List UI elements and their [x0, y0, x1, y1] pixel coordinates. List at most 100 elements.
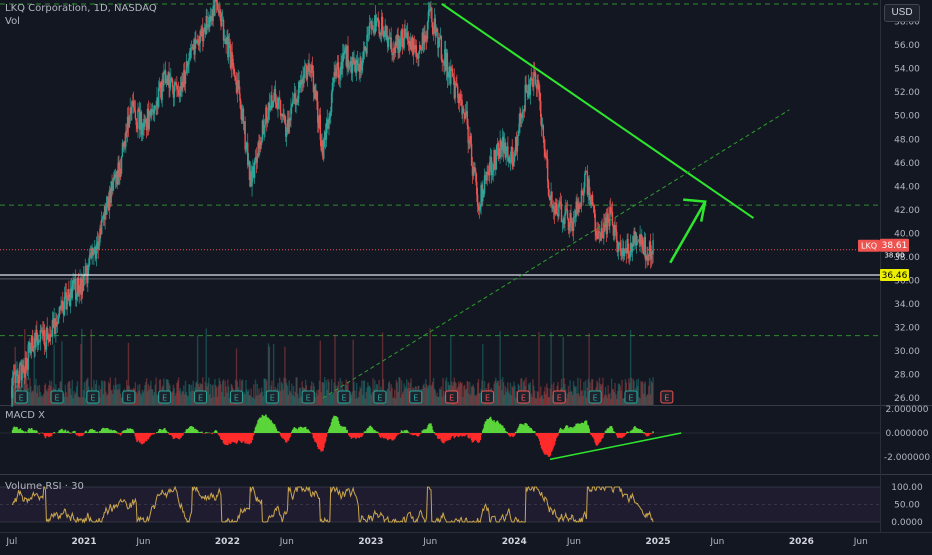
time-tick-label: 2023: [358, 537, 383, 547]
time-tick-label: Jun: [853, 537, 868, 547]
candle-body: [312, 65, 313, 71]
earnings-marker[interactable]: E: [15, 391, 27, 403]
earnings-marker[interactable]: E: [302, 391, 314, 403]
earnings-marker-label: E: [557, 394, 562, 403]
candle-body: [553, 206, 554, 209]
earnings-marker[interactable]: E: [410, 391, 422, 403]
candle-body: [251, 174, 252, 187]
earnings-marker-label: E: [341, 394, 346, 403]
earnings-marker[interactable]: E: [553, 391, 565, 403]
macd-bar: [642, 432, 644, 433]
earnings-marker[interactable]: E: [661, 391, 673, 403]
candle-body: [185, 73, 186, 84]
candle-body: [614, 225, 615, 229]
candle-body: [594, 214, 595, 232]
earnings-marker[interactable]: E: [195, 391, 207, 403]
earnings-marker[interactable]: E: [266, 391, 278, 403]
candle-body: [264, 119, 265, 128]
candle-body: [237, 83, 238, 93]
macd-bar: [69, 433, 71, 434]
candle-body: [427, 22, 428, 39]
candle-body: [562, 221, 563, 222]
candle-body: [492, 172, 493, 175]
candle-body: [607, 214, 608, 219]
rsi-label: Volume RSI · 30: [5, 481, 84, 492]
candle-body: [433, 32, 434, 34]
candle-body: [284, 115, 285, 123]
earnings-marker[interactable]: E: [374, 391, 386, 403]
time-tick-label: 2024: [502, 537, 527, 547]
candle-body: [477, 194, 478, 206]
earnings-marker[interactable]: E: [481, 391, 493, 403]
currency-button[interactable]: USD: [884, 4, 920, 22]
price-tick-label: 54.00: [894, 65, 920, 75]
candle-body: [384, 31, 385, 37]
macd-bar: [408, 432, 410, 433]
earnings-marker[interactable]: E: [517, 391, 529, 403]
candle-body: [347, 46, 348, 68]
candle-body: [286, 133, 287, 137]
candle-body: [612, 212, 613, 226]
macd-tick-label: 0.000000: [886, 429, 929, 439]
candle-body: [636, 242, 637, 246]
candle-body: [96, 244, 97, 258]
earnings-marker[interactable]: E: [589, 391, 601, 403]
earnings-marker[interactable]: E: [338, 391, 350, 403]
candle-body: [556, 203, 557, 205]
macd-bar: [279, 432, 281, 433]
candle-body: [158, 88, 159, 107]
candle-body: [620, 243, 621, 250]
macd-bar: [201, 432, 203, 433]
candle-body: [190, 48, 191, 51]
candle-body: [232, 59, 233, 67]
candle-body: [495, 160, 496, 170]
candle-body: [36, 330, 37, 338]
forecast-arrow-head: [683, 200, 705, 222]
candle-body: [618, 244, 619, 252]
earnings-marker-label: E: [198, 394, 203, 403]
earnings-marker[interactable]: E: [446, 391, 458, 403]
candle-body: [441, 36, 442, 60]
level-badge: 36.46: [880, 269, 909, 281]
candle-body: [620, 250, 621, 251]
candle-body: [474, 167, 475, 172]
candle-body: [112, 182, 113, 191]
candle-body: [513, 157, 514, 166]
candle-body: [134, 108, 135, 111]
candle-body: [564, 213, 565, 223]
macd-label: MACD X: [5, 410, 45, 421]
macd-bar: [557, 433, 559, 436]
time-tick-label: Jul: [5, 537, 17, 547]
candle-body: [293, 100, 294, 101]
candle-body: [590, 203, 591, 205]
candle-body: [473, 168, 474, 176]
earnings-marker[interactable]: E: [51, 391, 63, 403]
candle-body: [521, 118, 522, 119]
candle-body: [38, 342, 39, 345]
earnings-marker[interactable]: E: [159, 391, 171, 403]
earnings-marker[interactable]: E: [625, 391, 637, 403]
candle-body: [556, 205, 557, 214]
candle-body: [479, 209, 480, 210]
candle-body: [340, 75, 341, 78]
candle-body: [460, 95, 461, 100]
earnings-marker[interactable]: E: [87, 391, 99, 403]
candle-body: [431, 8, 432, 22]
candle-body: [40, 330, 41, 341]
candle-body: [487, 172, 488, 175]
candle-body: [418, 52, 419, 58]
candle-body: [489, 162, 490, 176]
earnings-marker-label: E: [90, 394, 95, 403]
earnings-marker[interactable]: E: [230, 391, 242, 403]
candle-body: [476, 182, 477, 195]
earnings-marker-label: E: [485, 394, 490, 403]
earnings-marker[interactable]: E: [123, 391, 135, 403]
candle-body: [354, 60, 355, 64]
price-tick-label: 40.00: [894, 229, 920, 239]
candle-body: [539, 93, 540, 101]
candle-body: [496, 146, 497, 160]
candle-body: [442, 60, 443, 61]
time-tick-label: Jun: [422, 537, 437, 547]
